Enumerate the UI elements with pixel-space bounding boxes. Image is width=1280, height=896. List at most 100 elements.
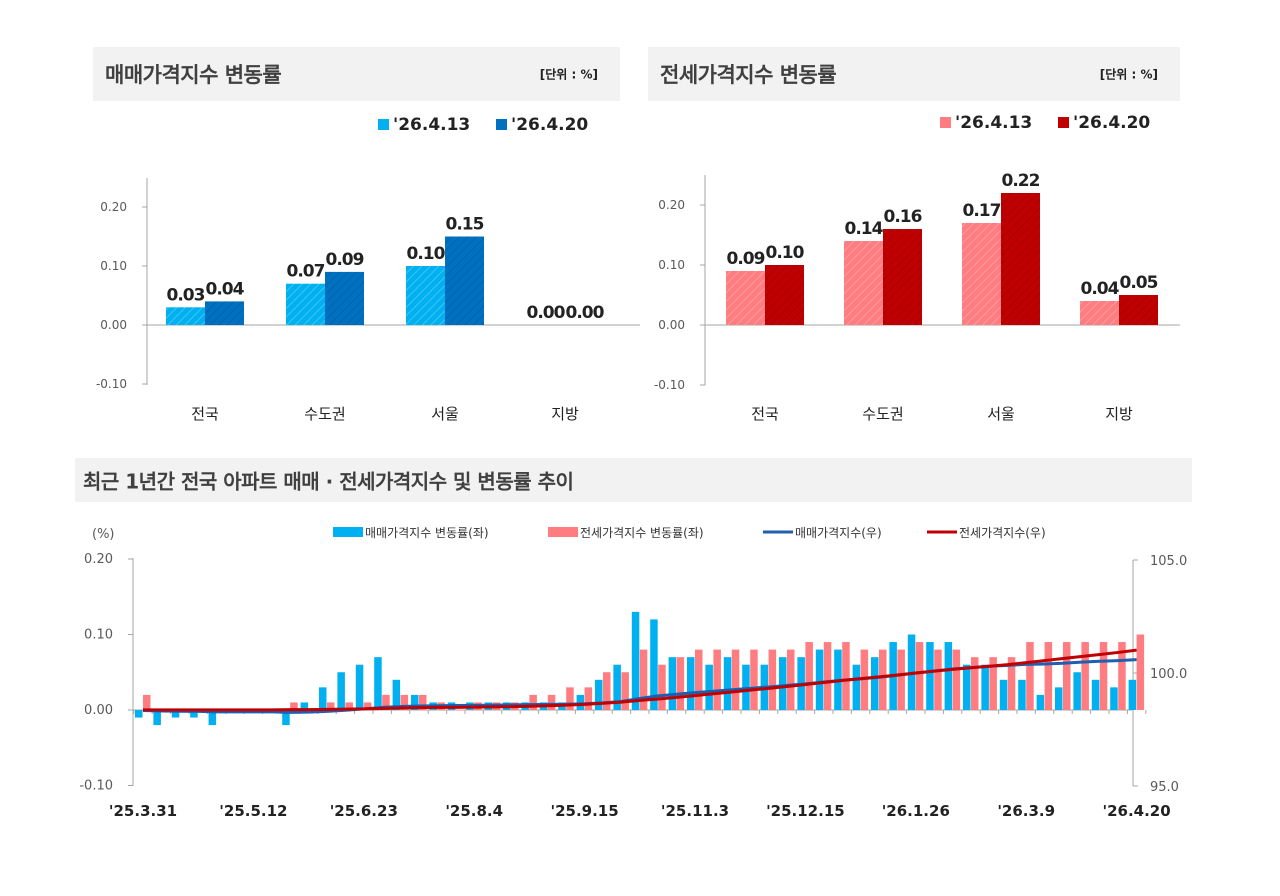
jeonse-rate-bar — [897, 649, 905, 710]
sale-rate-bar — [337, 672, 345, 710]
sale-rate-bar — [926, 642, 934, 710]
jeonse-rate-bar — [455, 710, 464, 711]
jeonse-rate-bar — [363, 702, 372, 710]
jeonse-bar-hatch — [765, 265, 804, 325]
jeonse-rate-bar — [419, 694, 427, 710]
sale-bar-hatch — [445, 236, 484, 325]
trend-legend-label: 전세가격지수 변동률(좌) — [580, 526, 704, 540]
jeonse-rate-bar — [566, 687, 574, 710]
sale-rate-bar — [1018, 679, 1026, 710]
jeonse-legend-swatch — [940, 117, 951, 128]
trend-left-tick-label: 0.20 — [84, 552, 113, 567]
sale-data-label: 0.00 — [566, 303, 605, 323]
jeonse-y-tick-label: -0.10 — [654, 378, 685, 392]
sale-rate-bar — [374, 657, 382, 710]
sale-rate-bar — [779, 657, 787, 710]
sale-rate-bar — [1055, 687, 1063, 710]
jeonse-data-label: 0.14 — [845, 219, 884, 239]
jeonse-rate-bar — [621, 672, 629, 710]
jeonse-rate-bar — [1099, 642, 1108, 710]
sale-data-label: 0.04 — [206, 279, 245, 299]
sale-rate-bar — [999, 679, 1008, 710]
jeonse-rate-bar — [879, 649, 887, 710]
sale-rate-bar — [171, 710, 180, 718]
jeonse-rate-bar — [1063, 642, 1071, 710]
trend-x-tick-label: '25.11.3 — [661, 802, 729, 820]
sale-rate-bar — [595, 679, 603, 710]
jeonse-rate-bar — [989, 657, 997, 710]
jeonse-data-label: 0.10 — [766, 243, 805, 263]
trend-x-tick-label: '25.6.23 — [330, 802, 398, 820]
sale-rate-bar — [208, 710, 217, 726]
sale-rate-bar — [631, 611, 640, 710]
jeonse-y-tick-label: 0.20 — [658, 198, 685, 212]
jeonse-bar-hatch — [883, 229, 922, 325]
sale-legend-swatch — [378, 119, 389, 130]
sale-data-label: 0.09 — [326, 250, 364, 270]
jeonse-rate-bar — [750, 649, 758, 710]
jeonse-rate-bar — [823, 642, 832, 710]
sale-data-label: 0.15 — [446, 215, 484, 235]
sale-y-tick-label: 0.00 — [100, 318, 127, 332]
jeonse-bar-hatch — [844, 241, 883, 325]
sale-category-label: 지방 — [551, 405, 579, 423]
jeonse-panel-title: 전세가격지수 변동률 — [660, 63, 837, 87]
jeonse-y-tick-label: 0.10 — [658, 258, 685, 272]
jeonse-rate-bar — [529, 694, 537, 710]
trend-right-tick-label: 100.0 — [1150, 667, 1187, 682]
jeonse-bar-hatch — [726, 271, 765, 325]
trend-panel-header: 최근 1년간 전국 아파트 매매 · 전세가격지수 및 변동률 추이 — [75, 458, 1192, 502]
jeonse-rate-bar — [695, 649, 703, 710]
jeonse-bar-hatch — [1001, 193, 1040, 325]
jeonse-data-label: 0.17 — [963, 201, 1001, 221]
sale-bar-hatch — [406, 266, 445, 325]
sale-legend-label: '26.4.13 — [393, 115, 470, 135]
sale-rate-bar — [944, 642, 953, 710]
trend-x-tick-label: '25.8.4 — [445, 802, 503, 820]
sale-rate-bar — [963, 664, 971, 710]
jeonse-rate-bar — [731, 649, 740, 710]
sale-panel-header: 매매가격지수 변동률 [단위 : %] — [93, 47, 620, 101]
jeonse-data-label: 0.04 — [1081, 279, 1120, 299]
sale-rate-bar — [981, 664, 989, 710]
trend-left-tick-label: 0.00 — [84, 703, 113, 718]
jeonse-rate-bar — [345, 702, 353, 710]
sale-rate-bar — [355, 664, 364, 710]
jeonse-rate-bar — [400, 694, 409, 710]
sale-data-label: 0.00 — [527, 303, 566, 323]
sale-rate-bar — [852, 664, 861, 710]
sale-rate-bar — [687, 657, 695, 710]
trend-x-tick-label: '25.3.31 — [109, 802, 177, 820]
trend-x-tick-label: '26.1.26 — [882, 802, 950, 820]
sale-rate-bar — [723, 657, 732, 710]
jeonse-rate-bar — [805, 642, 813, 710]
jeonse-data-label: 0.16 — [884, 207, 922, 227]
jeonse-rate-bar — [290, 702, 298, 710]
trend-left-tick-label: 0.10 — [84, 628, 113, 643]
jeonse-rate-bar — [842, 642, 850, 710]
sale-rate-bar — [613, 664, 621, 710]
sale-data-label: 0.07 — [287, 262, 325, 282]
sale-rate-bar — [392, 679, 401, 710]
jeonse-rate-bar — [327, 702, 335, 710]
jeonse-rate-bar — [952, 649, 961, 710]
trend-legend-label: 매매가격지수(우) — [795, 526, 882, 540]
sale-bar-hatch — [286, 283, 325, 325]
jeonse-rate-bar — [768, 649, 777, 710]
jeonse-rate-bar — [1136, 634, 1145, 710]
sale-panel-unit: [단위 : %] — [539, 67, 598, 82]
jeonse-rate-bar — [603, 672, 611, 710]
jeonse-data-label: 0.05 — [1120, 273, 1158, 293]
jeonse-rate-bar — [1118, 642, 1126, 710]
sale-rate-bar — [1110, 687, 1118, 710]
sale-rate-bar — [815, 649, 824, 710]
jeonse-y-tick-label: 0.00 — [658, 318, 685, 332]
sale-rate-bar — [411, 694, 419, 710]
sale-legend-label: '26.4.20 — [511, 115, 588, 135]
trend-x-tick-label: '26.4.20 — [1103, 802, 1171, 820]
jeonse-bar-hatch — [1080, 301, 1119, 325]
sale-rate-bar — [705, 664, 713, 710]
jeonse-data-label: 0.09 — [727, 249, 765, 269]
jeonse-rate-bar — [547, 694, 556, 710]
